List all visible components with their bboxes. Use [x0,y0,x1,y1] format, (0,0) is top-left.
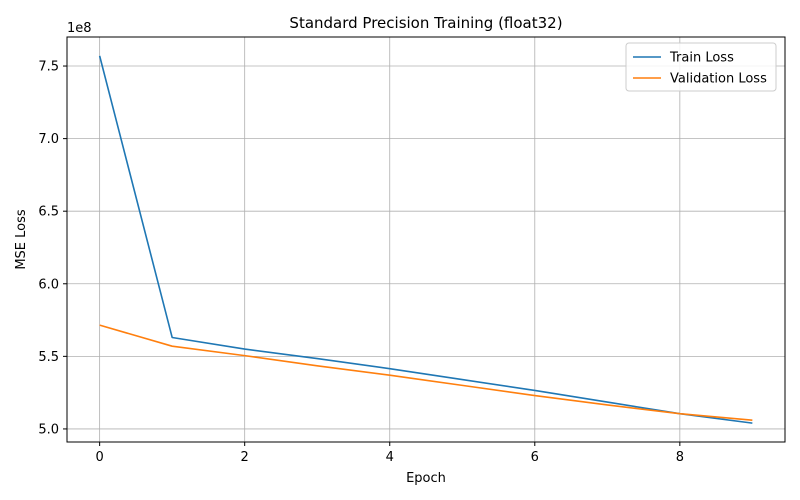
legend-label: Validation Loss [670,72,767,87]
x-axis-label: Epoch [406,471,446,486]
series-lines [98,55,753,424]
y-axis-label: MSE Loss [14,209,29,270]
series-line-train-loss [98,55,753,424]
y-tick-label: 5.0 [38,422,59,437]
y-tick-label: 7.0 [38,132,59,147]
legend-label: Train Loss [669,51,734,66]
legend-box [625,42,777,92]
x-tick-label: 2 [241,450,249,465]
x-tick-label: 0 [95,450,103,465]
grid [67,37,785,442]
y-tick-label: 6.0 [38,277,59,292]
y-axis-offset-text: 1e8 [67,21,92,36]
series-line-validation-loss [99,324,753,422]
y-tick-label: 5.5 [38,350,59,365]
legend: Train Loss Validation Loss [625,42,777,92]
y-tick-label: 6.5 [38,205,59,220]
x-tick-label: 6 [531,450,539,465]
x-tick-label: 8 [676,450,684,465]
y-tick-label: 7.5 [38,60,59,75]
x-tick-label: 4 [386,450,394,465]
plot-frame [66,36,786,443]
axis-ticks: 0 2 4 6 8 5.0 5.5 6.0 6.5 7.0 7.5 [38,60,684,465]
chart-title: Standard Precision Training (float32) [289,14,562,32]
